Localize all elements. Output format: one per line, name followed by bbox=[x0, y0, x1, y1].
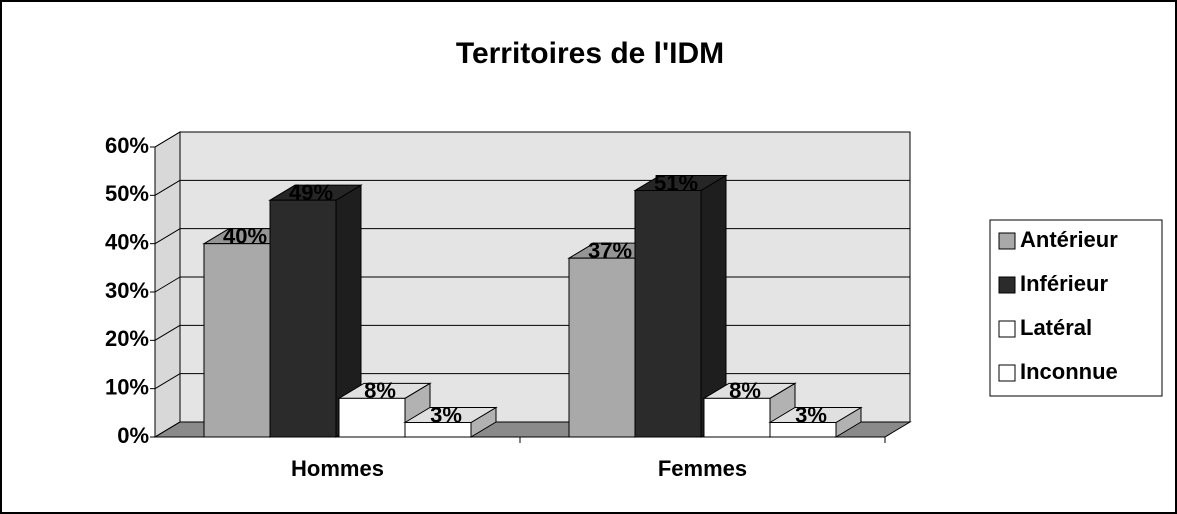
y-tick-label: 10% bbox=[105, 374, 149, 399]
grid-line bbox=[154, 373, 181, 390]
grid-line bbox=[154, 228, 181, 245]
y-tick-label: 30% bbox=[105, 278, 149, 303]
bar bbox=[703, 397, 771, 438]
x-tick-label: Hommes bbox=[291, 456, 384, 481]
bar bbox=[769, 422, 837, 438]
legend-label: Latéral bbox=[1020, 315, 1092, 340]
legend-swatch bbox=[998, 320, 1016, 338]
legend-swatch bbox=[998, 232, 1016, 250]
grid-line bbox=[154, 276, 181, 293]
y-tick-label: 50% bbox=[105, 181, 149, 206]
data-label: 40% bbox=[223, 223, 267, 248]
bar bbox=[269, 199, 337, 438]
y-tick-label: 60% bbox=[105, 133, 149, 158]
data-label: 3% bbox=[795, 402, 827, 427]
legend-label: Inférieur bbox=[1020, 271, 1108, 296]
legend-box bbox=[989, 219, 1163, 397]
bar bbox=[568, 257, 636, 438]
data-label: 49% bbox=[289, 180, 333, 205]
bar bbox=[404, 422, 472, 438]
data-label: 37% bbox=[588, 238, 632, 263]
y-tick-label: 20% bbox=[105, 326, 149, 351]
bar bbox=[338, 397, 406, 438]
bar bbox=[203, 243, 271, 438]
data-label: 3% bbox=[430, 402, 462, 427]
y-tick-label: 40% bbox=[105, 229, 149, 254]
legend-label: Inconnue bbox=[1020, 359, 1118, 384]
grid-line bbox=[154, 131, 181, 148]
data-label: 51% bbox=[654, 170, 698, 195]
data-label: 8% bbox=[364, 378, 396, 403]
legend-swatch bbox=[998, 364, 1016, 382]
grid-line bbox=[154, 421, 181, 438]
x-tick-label: Femmes bbox=[658, 456, 747, 481]
bar bbox=[634, 190, 702, 438]
chart-title: Territoires de l'IDM bbox=[456, 37, 724, 70]
legend-swatch bbox=[998, 276, 1016, 294]
data-label: 8% bbox=[729, 378, 761, 403]
legend-label: Antérieur bbox=[1020, 227, 1118, 252]
y-tick-label: 0% bbox=[117, 423, 149, 448]
grid-line bbox=[154, 179, 181, 196]
grid-line bbox=[154, 324, 181, 341]
